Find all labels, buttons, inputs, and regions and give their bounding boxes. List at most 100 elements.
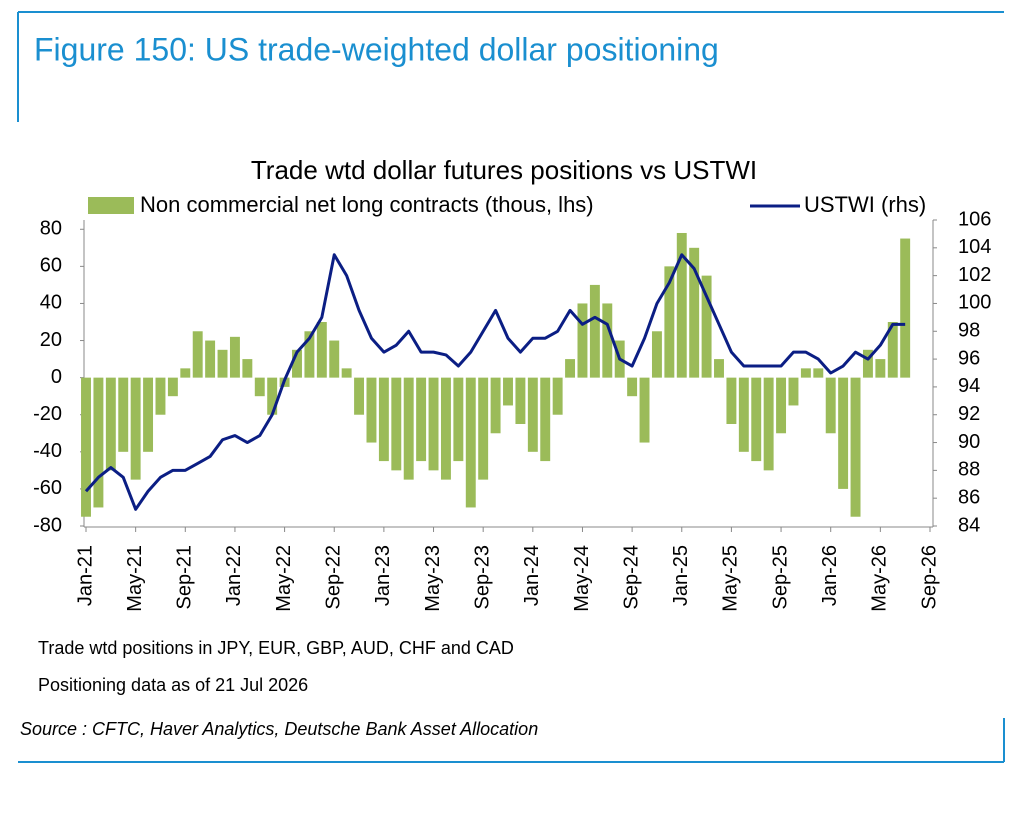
bar bbox=[440, 377, 451, 480]
legend-label: Non commercial net long contracts (thous… bbox=[140, 192, 594, 217]
y-tick-label: 60 bbox=[40, 255, 62, 277]
bar bbox=[180, 368, 191, 378]
legend-label: USTWI (rhs) bbox=[804, 192, 926, 217]
x-tick-label: Jan-25 bbox=[670, 545, 692, 606]
y2-tick-label: 96 bbox=[958, 347, 980, 369]
bar bbox=[515, 377, 526, 424]
bar bbox=[900, 238, 911, 378]
bar bbox=[527, 377, 538, 452]
x-tick-label: Sep-22 bbox=[323, 545, 345, 610]
bar bbox=[887, 322, 898, 378]
y-tick-label: 80 bbox=[40, 218, 62, 240]
bar bbox=[602, 303, 613, 378]
bar bbox=[93, 377, 104, 508]
bar bbox=[105, 377, 116, 471]
y-tick-label: 20 bbox=[40, 329, 62, 351]
bar bbox=[776, 377, 787, 434]
bar bbox=[850, 377, 861, 517]
figure-title: Figure 150: US trade-weighted dollar pos… bbox=[34, 31, 719, 67]
x-tick-label: Sep-23 bbox=[471, 545, 493, 610]
bar bbox=[503, 377, 513, 406]
bar bbox=[875, 359, 886, 378]
y2-tick-label: 94 bbox=[958, 375, 980, 397]
bar bbox=[676, 232, 687, 378]
y-tick-label: -20 bbox=[33, 403, 62, 425]
bar bbox=[354, 377, 365, 415]
y2-tick-label: 90 bbox=[958, 431, 980, 453]
bar bbox=[254, 377, 265, 397]
bar bbox=[763, 377, 774, 471]
bar bbox=[81, 377, 91, 517]
bar bbox=[391, 377, 402, 471]
y2-tick-label: 104 bbox=[958, 236, 991, 258]
bar bbox=[217, 349, 228, 378]
bar bbox=[329, 340, 340, 378]
bar bbox=[478, 377, 489, 480]
y2-tick-label: 106 bbox=[958, 208, 991, 230]
bar bbox=[130, 377, 141, 480]
bar bbox=[577, 303, 588, 378]
bar bbox=[825, 377, 836, 434]
bar bbox=[453, 377, 464, 462]
bar bbox=[788, 377, 799, 406]
chart-title: Trade wtd dollar futures positions vs US… bbox=[251, 155, 757, 185]
y2-tick-label: 92 bbox=[958, 403, 980, 425]
y-tick-label: 0 bbox=[51, 366, 62, 388]
bar bbox=[428, 377, 439, 471]
bar bbox=[292, 349, 302, 378]
line bbox=[84, 253, 906, 511]
bar bbox=[639, 377, 650, 443]
y2-tick-label: 98 bbox=[958, 320, 980, 342]
bar bbox=[701, 275, 712, 378]
note: Trade wtd positions in JPY, EUR, GBP, AU… bbox=[38, 638, 514, 658]
bar bbox=[267, 377, 278, 415]
bar bbox=[627, 377, 638, 397]
x-tick-label: May-26 bbox=[869, 545, 891, 612]
bar bbox=[242, 359, 253, 378]
y2-tick-label: 88 bbox=[958, 459, 980, 481]
bar bbox=[689, 247, 700, 378]
x-tick-label: Jan-26 bbox=[819, 545, 841, 606]
source: Source : CFTC, Haver Analytics, Deutsche… bbox=[20, 719, 538, 739]
bar bbox=[155, 377, 166, 415]
x-tick-label: Sep-26 bbox=[918, 545, 940, 610]
bar bbox=[490, 377, 501, 434]
bar bbox=[229, 336, 240, 378]
bar bbox=[813, 368, 824, 378]
bar bbox=[416, 377, 427, 462]
x-tick-label: May-25 bbox=[720, 545, 742, 612]
y-tick-label: 40 bbox=[40, 292, 62, 314]
bar bbox=[403, 377, 414, 480]
bar bbox=[726, 377, 737, 424]
bar bbox=[192, 331, 203, 378]
y2-tick-label: 102 bbox=[958, 264, 991, 286]
bar bbox=[341, 368, 352, 378]
y2-tick-label: 84 bbox=[958, 514, 980, 536]
x-tick-label: May-23 bbox=[422, 545, 444, 612]
bar bbox=[143, 377, 154, 452]
bar bbox=[714, 359, 724, 378]
bar bbox=[565, 359, 576, 378]
bar bbox=[118, 377, 129, 452]
bar bbox=[738, 377, 749, 452]
bar bbox=[205, 340, 216, 378]
bar bbox=[316, 322, 327, 378]
bar bbox=[552, 377, 563, 415]
x-tick-label: May-21 bbox=[124, 545, 146, 612]
bar bbox=[465, 377, 476, 508]
y2-tick-label: 86 bbox=[958, 486, 980, 508]
y-tick-label: -40 bbox=[33, 440, 62, 462]
bar bbox=[366, 377, 377, 443]
note: Positioning data as of 21 Jul 2026 bbox=[38, 675, 308, 695]
bar bbox=[167, 377, 178, 397]
x-tick-label: Sep-21 bbox=[174, 545, 196, 610]
bar bbox=[589, 284, 600, 378]
x-tick-label: Jan-23 bbox=[372, 545, 394, 606]
x-tick-label: Sep-24 bbox=[620, 545, 642, 610]
y2-tick-label: 100 bbox=[958, 292, 991, 314]
bar bbox=[304, 331, 315, 378]
bar bbox=[540, 377, 551, 462]
bar bbox=[862, 349, 873, 378]
bar bbox=[378, 377, 389, 462]
